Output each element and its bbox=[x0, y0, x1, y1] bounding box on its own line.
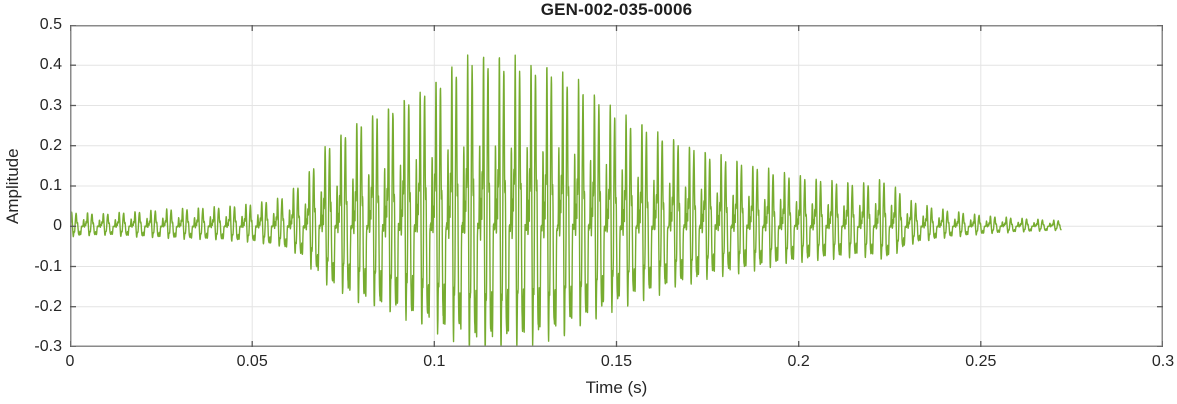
plot-canvas bbox=[70, 25, 1163, 347]
x-tick-label: 0 bbox=[65, 353, 75, 370]
y-tick-label: -0.2 bbox=[34, 297, 62, 315]
y-tick-label: 0.2 bbox=[39, 136, 62, 154]
x-tick-label: 0.25 bbox=[965, 353, 997, 370]
y-tick-label: -0.3 bbox=[34, 338, 62, 355]
x-tick-label: 0.2 bbox=[787, 353, 810, 370]
waveform-path bbox=[70, 54, 1062, 347]
chart-title: GEN-002-035-0006 bbox=[540, 0, 693, 19]
y-tick-label: 0 bbox=[53, 217, 62, 235]
y-tick-label: 0.4 bbox=[39, 56, 62, 74]
x-tick-label: 0.1 bbox=[423, 353, 446, 370]
x-tick-label: 0.3 bbox=[1151, 353, 1175, 370]
y-tick-label: 0.1 bbox=[39, 177, 62, 194]
y-tick-label: -0.1 bbox=[34, 257, 62, 275]
y-tick-label: 0.3 bbox=[39, 96, 62, 114]
x-tick-label: 0.05 bbox=[236, 353, 268, 370]
x-axis-label: Time (s) bbox=[585, 378, 648, 397]
x-tick-label: 0.15 bbox=[600, 353, 633, 370]
y-tick-label: 0.5 bbox=[39, 16, 62, 33]
